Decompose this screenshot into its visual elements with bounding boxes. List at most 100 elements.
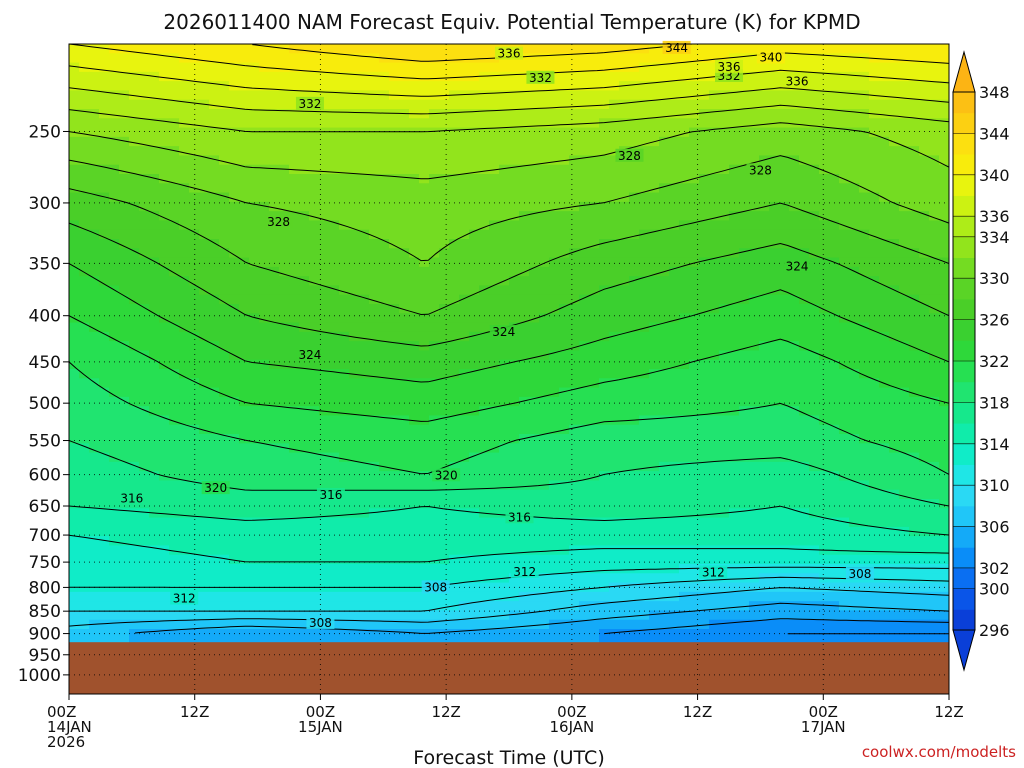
field-cell: [619, 369, 630, 379]
field-cell: [929, 229, 940, 240]
field-cell: [189, 62, 200, 73]
field-cell: [579, 322, 590, 333]
field-cell: [109, 517, 120, 528]
field-cell: [189, 331, 200, 342]
field-cell: [549, 127, 560, 138]
field-cell: [139, 341, 150, 352]
field-cell: [159, 276, 170, 287]
field-cell: [99, 266, 110, 277]
field-cell: [569, 480, 580, 491]
field-cell: [889, 146, 900, 157]
field-cell: [839, 155, 850, 166]
field-cell: [829, 248, 840, 259]
field-cell: [299, 304, 310, 314]
field-cell: [929, 239, 940, 249]
field-cell: [89, 285, 100, 296]
field-cell: [819, 201, 830, 212]
field-cell: [269, 146, 280, 157]
field-cell: [449, 536, 460, 547]
field-cell: [199, 174, 210, 184]
field-cell: [819, 294, 830, 305]
field-cell: [149, 146, 160, 157]
field-cell: [569, 285, 580, 296]
field-cell: [759, 554, 770, 565]
field-cell: [799, 359, 810, 370]
field-cell: [439, 239, 450, 249]
field-cell: [109, 239, 120, 249]
field-cell: [419, 71, 430, 82]
field-cell: [739, 443, 750, 454]
field-cell: [789, 136, 800, 147]
field-cell: [479, 313, 490, 324]
field-cell: [889, 174, 900, 184]
field-cell: [119, 248, 130, 259]
field-cell: [329, 81, 340, 92]
field-cell: [819, 127, 830, 138]
field-cell: [509, 99, 520, 110]
field-cell: [669, 489, 680, 500]
field-cell: [599, 378, 610, 389]
field-cell: [519, 136, 530, 147]
field-cell: [149, 313, 160, 324]
field-cell: [159, 415, 170, 426]
field-cell: [469, 201, 480, 212]
field-cell: [749, 406, 760, 417]
field-cell: [579, 229, 590, 240]
field-cell: [269, 331, 280, 342]
field-cell: [879, 471, 890, 482]
field-cell: [909, 276, 920, 287]
field-cell: [879, 164, 890, 175]
field-cell: [829, 313, 840, 324]
field-cell: [309, 53, 320, 64]
field-cell: [489, 304, 500, 314]
field-cell: [309, 359, 320, 370]
field-cell: [369, 564, 380, 574]
field-cell: [469, 44, 480, 54]
field-cell: [339, 369, 350, 379]
field-cell: [109, 99, 120, 110]
field-cell: [239, 109, 250, 119]
field-cell: [679, 90, 690, 101]
field-cell: [319, 81, 330, 92]
field-cell: [339, 276, 350, 287]
field-cell: [599, 164, 610, 175]
field-cell: [489, 71, 500, 82]
field-cell: [209, 461, 220, 472]
field-cell: [699, 71, 710, 82]
field-cell: [79, 322, 90, 333]
field-cell: [189, 461, 200, 472]
field-cell: [839, 248, 850, 259]
field-cell: [279, 452, 290, 463]
field-cell: [219, 174, 230, 184]
field-cell: [649, 192, 660, 203]
field-cell: [379, 452, 390, 463]
field-cell: [369, 192, 380, 203]
field-cell: [619, 387, 630, 398]
field-cell: [699, 489, 710, 500]
field-cell: [249, 415, 260, 426]
field-cell: [299, 536, 310, 547]
field-cell: [869, 489, 880, 500]
field-cell: [259, 471, 270, 482]
field-cell: [179, 406, 190, 417]
field-cell: [549, 396, 560, 407]
field-cell: [149, 164, 160, 175]
field-cell: [429, 211, 440, 222]
field-cell: [149, 341, 160, 352]
field-cell: [239, 44, 250, 54]
field-cell: [449, 526, 460, 537]
field-cell: [79, 53, 90, 64]
field-cell: [289, 146, 300, 157]
field-cell: [249, 239, 260, 249]
field-cell: [249, 378, 260, 389]
field-cell: [549, 434, 560, 444]
field-cell: [839, 434, 850, 444]
field-cell: [109, 155, 120, 166]
field-cell: [939, 201, 949, 212]
field-cell: [469, 127, 480, 138]
field-cell: [189, 201, 200, 212]
field-cell: [599, 71, 610, 82]
field-cell: [789, 322, 800, 333]
field-cell: [609, 62, 620, 73]
field-cell: [919, 71, 930, 82]
